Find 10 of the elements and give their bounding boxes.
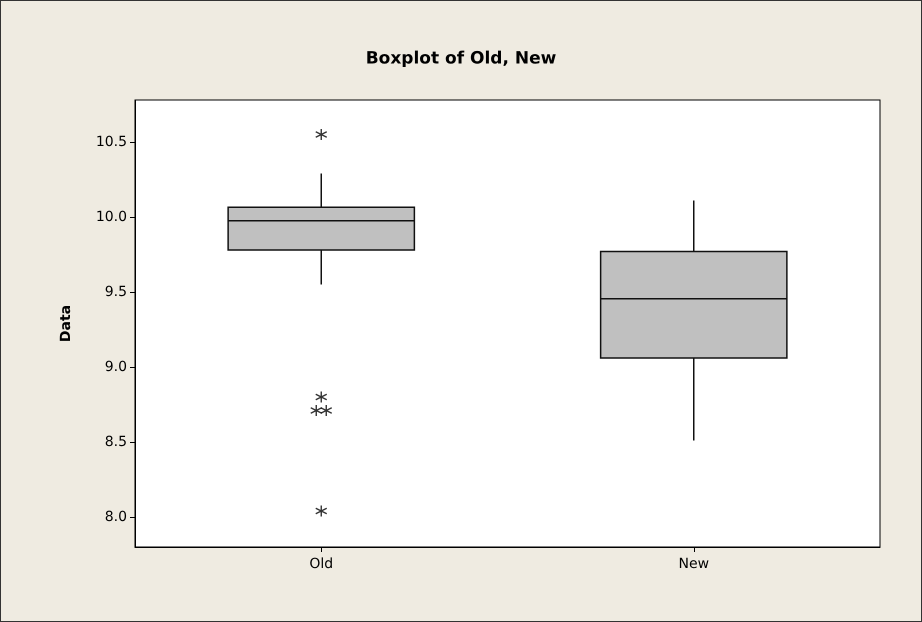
chart-title: Boxplot of Old, New xyxy=(366,48,557,68)
y-tick-label: 9.0 xyxy=(104,359,127,375)
y-tick-label: 10.0 xyxy=(96,209,127,225)
y-axis-title: Data xyxy=(58,304,74,342)
y-tick-label: 10.5 xyxy=(96,134,127,150)
x-tick-label: New xyxy=(678,556,710,572)
y-tick-label: 8.5 xyxy=(104,434,127,450)
y-tick-label: 9.5 xyxy=(104,284,127,300)
y-tick-label: 8.0 xyxy=(104,509,127,525)
x-tick-label: Old xyxy=(309,556,334,572)
